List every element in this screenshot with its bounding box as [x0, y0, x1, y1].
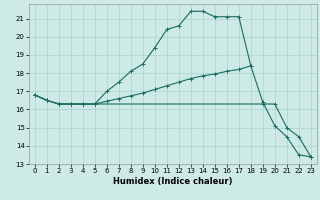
X-axis label: Humidex (Indice chaleur): Humidex (Indice chaleur): [113, 177, 233, 186]
